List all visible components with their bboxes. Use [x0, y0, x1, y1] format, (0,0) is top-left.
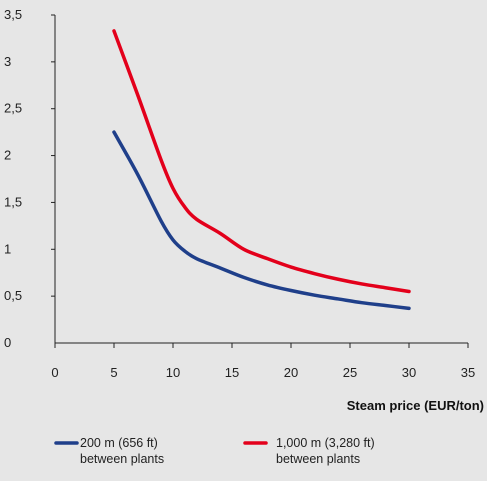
x-tick-label: 15 — [225, 365, 239, 380]
legend-label-1-line-1: 200 m (656 ft) — [80, 436, 158, 450]
y-tick-label: 2,5 — [4, 101, 22, 116]
x-tick-label: 10 — [166, 365, 180, 380]
legend-label-1-line-2: between plants — [80, 452, 164, 466]
y-tick-label: 1,5 — [4, 194, 22, 209]
x-tick-label: 30 — [402, 365, 416, 380]
x-tick-label: 35 — [461, 365, 475, 380]
y-tick-label: 0,5 — [4, 288, 22, 303]
y-tick-label: 3,5 — [4, 7, 22, 22]
x-axis-title: Steam price (EUR/ton) — [347, 398, 484, 413]
legend: 200 m (656 ft) between plants 1,000 m (3,2… — [56, 436, 375, 466]
x-tick-label: 5 — [110, 365, 117, 380]
series-lines — [114, 31, 409, 308]
legend-label-2-line-2: between plants — [276, 452, 360, 466]
legend-label-2-line-1: 1,000 m (3,280 ft) — [276, 436, 375, 450]
axes — [55, 15, 468, 343]
y-tick-label: 3 — [4, 54, 11, 69]
series-line-1 — [114, 132, 409, 308]
x-tick-label: 0 — [51, 365, 58, 380]
axis-ticks: 0 0,5 1 1,5 2 2,5 3 3,5 0 5 10 15 20 25 30 35 — [4, 7, 475, 380]
y-tick-label: 2 — [4, 148, 11, 163]
y-tick-label: 0 — [4, 335, 11, 350]
y-tick-label: 1 — [4, 241, 11, 256]
x-tick-label: 20 — [284, 365, 298, 380]
x-tick-label: 25 — [343, 365, 357, 380]
series-line-2 — [114, 31, 409, 292]
